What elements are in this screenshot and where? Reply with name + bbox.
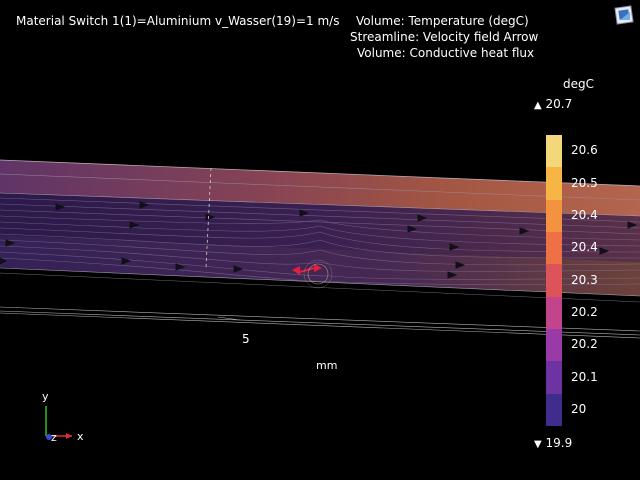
cut-line	[205, 167, 212, 269]
colorbar-segment	[546, 361, 562, 395]
colorbar-segment	[546, 167, 562, 201]
triad-z-label: z	[51, 431, 57, 444]
max-triangle-icon: ▲	[534, 100, 542, 111]
colorbar-tick-label: 20.6	[571, 143, 598, 158]
triad-y-label: y	[42, 390, 49, 403]
plot-title-temperature: Volume: Temperature (degC)	[356, 14, 529, 28]
colorbar-segment	[546, 264, 562, 298]
colorbar-segment	[546, 199, 562, 233]
colorbar-tick-label: 20.2	[571, 337, 598, 352]
triad-x-label: x	[77, 430, 84, 443]
colorbar-min-value: 19.9	[545, 436, 573, 450]
colorbar-segment	[546, 296, 562, 330]
colorbar-segment	[546, 135, 562, 168]
pipe-volume	[0, 159, 640, 303]
colorbar-max: ▲ 20.7	[534, 96, 572, 114]
colorbar-segment	[546, 393, 562, 427]
axis-tick-label: 5	[242, 332, 250, 346]
study-parameter-title: Material Switch 1(1)=Aluminium v_Wasser(…	[16, 14, 340, 28]
plot-title-streamline: Streamline: Velocity field Arrow	[350, 30, 539, 44]
colorbar-tick-label: 20.3	[571, 272, 598, 287]
colorbar-segment	[546, 329, 562, 362]
colorbar-tick-label: 20.4	[571, 240, 598, 255]
min-triangle-icon: ▼	[534, 439, 542, 450]
colorbar-min: ▼ 19.9	[534, 435, 572, 453]
axis-unit-label: mm	[316, 359, 338, 372]
colorbar-tick-label: 20.5	[571, 175, 598, 190]
wall-edges	[0, 306, 640, 339]
colorbar-tick-label: 20.4	[571, 207, 598, 222]
colorbar-tick-label: 20	[571, 401, 587, 416]
axis-triad	[45, 406, 72, 440]
colorbar-max-value: 20.7	[545, 97, 573, 111]
colorbar-segment	[546, 232, 562, 265]
colorbar-tick-label: 20.2	[571, 304, 598, 319]
plot-title-heat-flux: Volume: Conductive heat flux	[357, 46, 535, 60]
graphics-toolbar-icon[interactable]	[614, 4, 636, 26]
velocity-arrows	[0, 201, 638, 279]
colorbar-unit: degC	[563, 77, 594, 91]
colorbar-tick-label: 20.1	[571, 369, 598, 384]
heat-flux-arrows	[292, 259, 333, 289]
